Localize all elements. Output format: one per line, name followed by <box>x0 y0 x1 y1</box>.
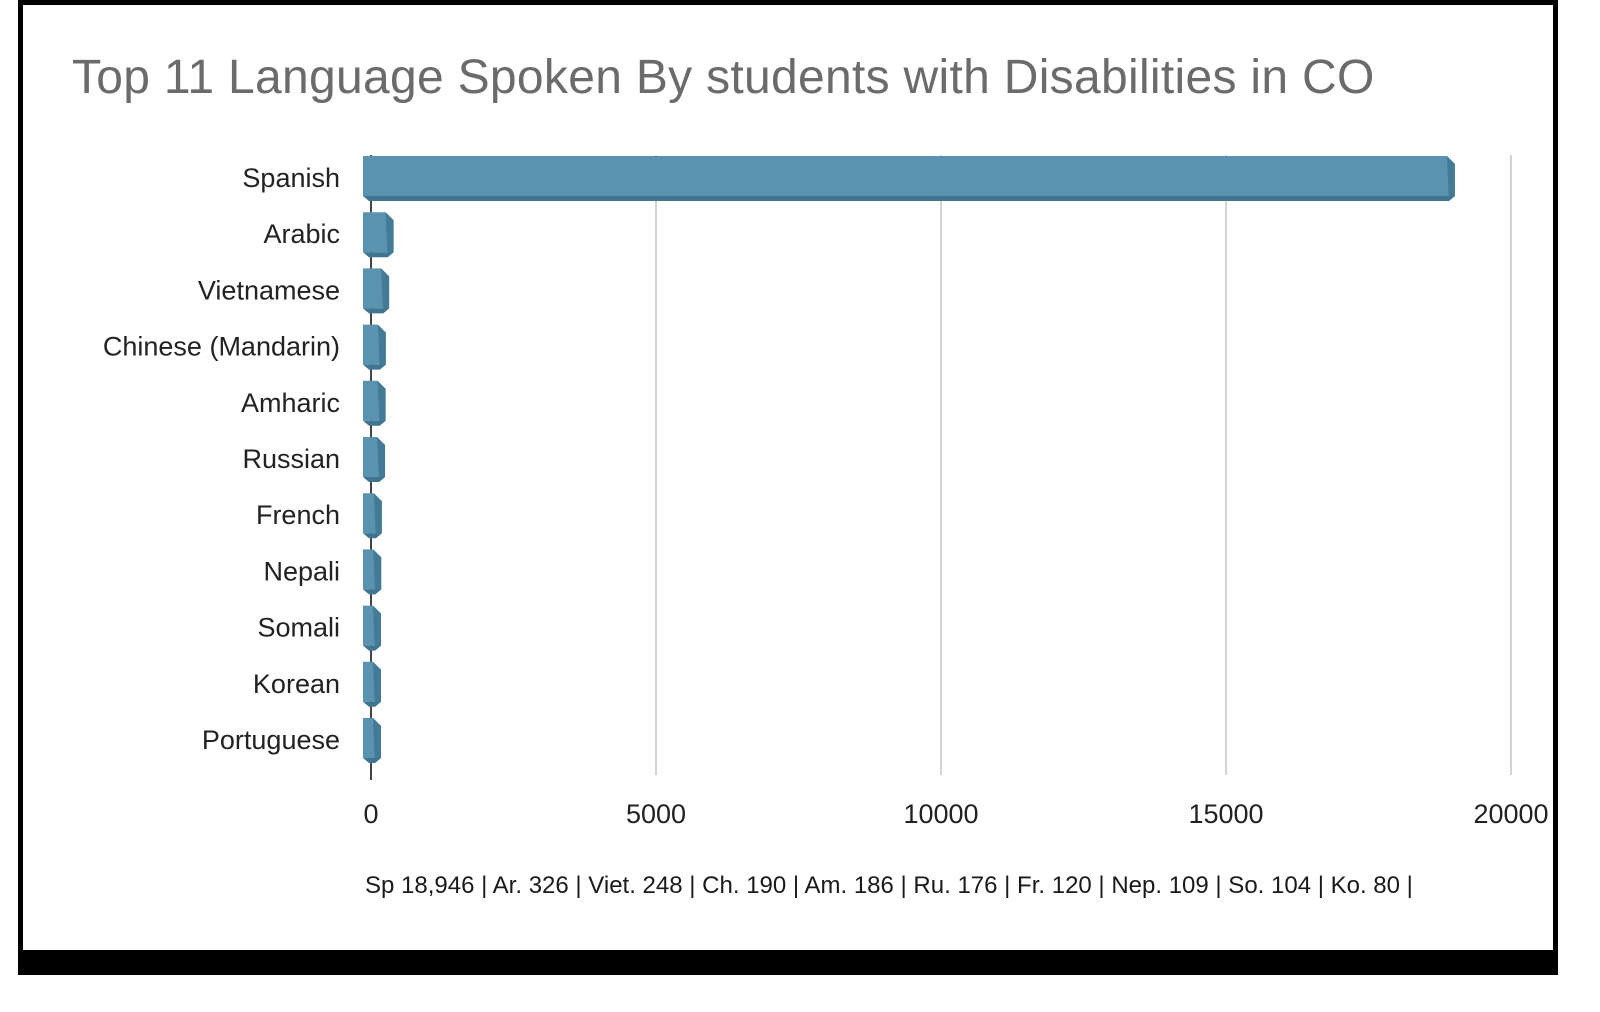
frame-border-bottom <box>18 950 1558 975</box>
y-category-label-french: French <box>256 500 340 530</box>
bar-cap-vietnamese <box>381 268 390 314</box>
x-tick-label-5000: 5000 <box>626 799 686 829</box>
y-category-label-somali: Somali <box>257 613 340 643</box>
bar-cap-nepali <box>373 549 382 595</box>
y-category-label-russian: Russian <box>242 444 340 474</box>
frame-border-right <box>1553 0 1558 975</box>
bar-arabic <box>363 212 394 253</box>
bar-spanish <box>363 156 1455 196</box>
bar-cap-chinese-mandarin <box>377 324 386 370</box>
bar-cap-spanish <box>1446 156 1455 201</box>
y-category-label-spanish: Spanish <box>242 163 340 193</box>
bar-shadow-vietnamese <box>363 308 390 314</box>
bar-cap-arabic <box>385 212 394 258</box>
y-category-label-chinese-mandarin: Chinese (Mandarin) <box>103 332 340 362</box>
bar-cap-portuguese <box>373 718 381 763</box>
frame-border-top <box>18 0 1558 5</box>
bar-cap-korean <box>373 661 381 707</box>
chart-title: Top 11 Language Spoken By students with … <box>72 51 1375 104</box>
x-tick-label-20000: 20000 <box>1473 799 1548 829</box>
frame-border-left <box>18 0 23 975</box>
bar-cap-french <box>373 493 382 539</box>
bar-cap-russian <box>377 437 386 482</box>
y-category-label-korean: Korean <box>253 669 340 699</box>
bar-shadow-spanish <box>363 196 1455 201</box>
y-category-label-nepali: Nepali <box>263 556 340 586</box>
y-category-label-amharic: Amharic <box>241 388 340 418</box>
data-summary-note: Sp 18,946 | Ar. 326 | Viet. 248 | Ch. 19… <box>365 872 1413 899</box>
bar-cap-somali <box>373 605 381 651</box>
bar-cap-amharic <box>377 380 386 426</box>
y-category-label-arabic: Arabic <box>263 219 340 249</box>
bar-shadow-arabic <box>363 252 394 258</box>
x-tick-label-0: 0 <box>363 799 378 829</box>
y-category-label-portuguese: Portuguese <box>202 725 340 755</box>
x-tick-label-10000: 10000 <box>903 799 978 829</box>
y-category-label-vietnamese: Vietnamese <box>198 275 340 305</box>
x-tick-label-15000: 15000 <box>1188 799 1263 829</box>
